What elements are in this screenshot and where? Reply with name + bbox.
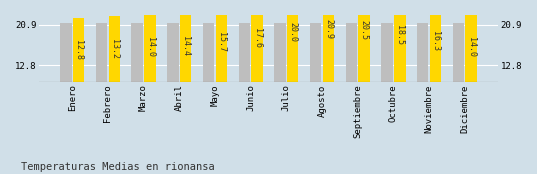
Bar (394, 0, 405, 82)
Bar (180, 10, 191, 82)
Text: 12.8: 12.8 (74, 39, 83, 60)
Bar (216, 3, 227, 82)
Text: 20.0: 20.0 (288, 22, 297, 42)
Bar (60, 22, 71, 82)
Bar (108, 15, 120, 82)
Bar (132, 22, 143, 82)
Text: 17.6: 17.6 (252, 27, 262, 48)
Text: Temperaturas Medias en rionansa: Temperaturas Medias en rionansa (21, 162, 215, 172)
Text: 20.5: 20.5 (360, 20, 368, 40)
Text: 14.0: 14.0 (146, 37, 155, 57)
Bar (358, 0, 370, 82)
Bar (238, 22, 250, 82)
Text: 18.5: 18.5 (395, 25, 404, 45)
Bar (323, 0, 334, 82)
Bar (381, 22, 393, 82)
Bar (167, 22, 179, 82)
Bar (287, 0, 299, 82)
Text: 14.4: 14.4 (181, 35, 190, 56)
Bar (96, 22, 107, 82)
Bar (430, 0, 441, 82)
Bar (251, 0, 263, 82)
Text: 20.9: 20.9 (324, 19, 333, 39)
Bar (466, 11, 477, 82)
Bar (203, 22, 214, 82)
Bar (346, 22, 357, 82)
Bar (274, 22, 286, 82)
Text: 14.0: 14.0 (467, 37, 476, 57)
Bar (144, 11, 156, 82)
Text: 13.2: 13.2 (110, 39, 119, 58)
Text: 16.3: 16.3 (431, 31, 440, 51)
Text: 15.7: 15.7 (217, 32, 226, 52)
Bar (73, 18, 84, 82)
Bar (310, 22, 321, 82)
Bar (417, 22, 429, 82)
Bar (453, 22, 464, 82)
